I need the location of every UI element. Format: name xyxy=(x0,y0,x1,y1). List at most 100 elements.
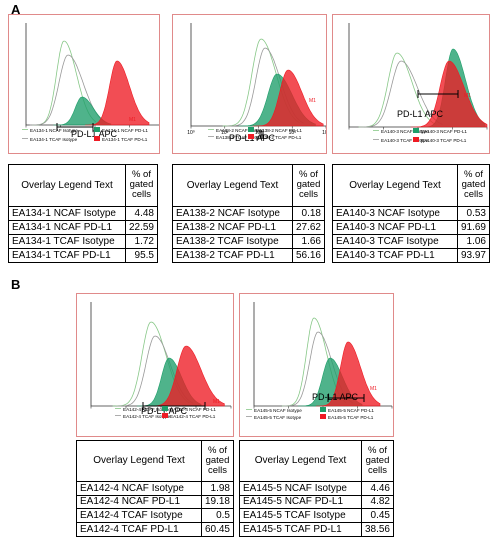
legend-swatch xyxy=(94,136,100,141)
legend-entry: EA142-4 NCAF PD-L1 xyxy=(170,407,216,412)
table-header-row: Overlay Legend Text% of gated cells xyxy=(332,164,491,207)
histogram-panel-ea145-5: M1 PD-L1 APC EA145-5 NCAF Isotype EA145-5 N… xyxy=(239,293,394,437)
legend-swatch xyxy=(413,128,419,133)
gated-cells-table-ea140-3: Overlay Legend Text% of gated cells EA140… xyxy=(332,164,491,264)
row-label: EA138-2 NCAF Isotype xyxy=(172,205,293,221)
row-label: EA134-1 NCAF PD-L1 xyxy=(8,219,126,235)
table-row: EA138-2 TCAF PD-L1 56.16 xyxy=(172,247,326,264)
x-tick-label: 10³ xyxy=(289,130,297,136)
legend-entry: EA145-5 NCAF Isotype xyxy=(254,408,302,413)
table-header-cell: Overlay Legend Text xyxy=(8,164,126,207)
row-label: EA145-5 TCAF Isotype xyxy=(239,508,362,524)
table-row: EA142-4 TCAF Isotype 0.5 xyxy=(76,508,235,524)
table-header-cell: Overlay Legend Text xyxy=(239,440,362,482)
table-row: EA145-5 NCAF Isotype 4.46 xyxy=(239,480,395,496)
row-value: 4.46 xyxy=(360,480,395,496)
legend-entry: EA138-2 TCAF Isotype xyxy=(216,135,264,140)
table-header-cell: % of gated cells xyxy=(360,440,395,482)
legend-swatch xyxy=(320,414,326,419)
legend-entry: EA145-5 NCAF PD-L1 xyxy=(328,408,374,413)
row-label: EA142-4 TCAF Isotype xyxy=(76,508,202,524)
table-row: EA145-5 TCAF PD-L1 38.56 xyxy=(239,522,395,537)
row-value: 0.45 xyxy=(360,508,395,524)
gate-label: M1 xyxy=(464,93,471,99)
legend-entry: EA145-5 TCAF Isotype xyxy=(254,415,302,420)
row-label: EA138-2 TCAF Isotype xyxy=(172,233,293,249)
row-label: EA138-2 NCAF PD-L1 xyxy=(172,219,293,235)
table-header-cell: Overlay Legend Text xyxy=(332,164,458,207)
row-label: EA145-5 NCAF Isotype xyxy=(239,480,362,496)
x-tick-label: 10⁴ xyxy=(322,130,326,136)
x-axis-label: PD-L1 APC xyxy=(71,129,118,139)
legend-entry: EA140-3 TCAF PD-L1 xyxy=(421,138,467,143)
table-row: EA138-2 NCAF Isotype 0.18 xyxy=(172,205,326,221)
histogram-svg: M1 PD-L1 APC EA145-5 NCAF Isotype EA145-5 N… xyxy=(246,302,393,420)
table-row: EA134-1 TCAF PD-L1 95.5 xyxy=(8,247,159,264)
row-value: 22.59 xyxy=(124,219,159,235)
legend-entry: EA142-4 TCAF Isotype xyxy=(123,414,171,419)
table-header-cell: % of gated cells xyxy=(291,164,326,207)
table-row: EA140-3 TCAF Isotype 1.06 xyxy=(332,233,491,249)
table-row: EA142-4 TCAF PD-L1 60.45 xyxy=(76,522,235,537)
legend-entry: EA142-4 NCAF Isotype xyxy=(123,407,171,412)
legend-entry: EA134-1 TCAF Isotype xyxy=(30,137,78,142)
table-header-cell: Overlay Legend Text xyxy=(76,440,202,482)
legend-entry: EA138-2 TCAF PD-L1 xyxy=(256,135,302,140)
legend-swatch xyxy=(320,407,326,412)
histogram-panel-ea142-4: M1 PD-L1 APC EA142-4 NCAF Isotype EA142-4 N… xyxy=(76,293,234,437)
gate-label: M1 xyxy=(370,386,377,392)
legend-entry: EA134-1 NCAF Isotype xyxy=(30,128,78,133)
x-tick-label: 10⁰ xyxy=(187,130,195,136)
table-row: EA134-1 NCAF Isotype 4.48 xyxy=(8,205,159,221)
histogram-tcaf-pdl1 xyxy=(316,341,381,407)
panel-label-b: B xyxy=(11,277,21,292)
row-value: 4.48 xyxy=(124,205,159,221)
table-row: EA142-4 NCAF Isotype 1.98 xyxy=(76,480,235,496)
histogram-tcaf-pdl1 xyxy=(252,69,324,127)
legend-swatch xyxy=(94,127,100,132)
table-row: EA145-5 TCAF Isotype 0.45 xyxy=(239,508,395,524)
histogram-tcaf-pdl1 xyxy=(147,345,225,407)
legend-swatch xyxy=(162,413,168,418)
table-row: EA140-3 TCAF PD-L1 93.97 xyxy=(332,247,491,264)
table-row: EA140-3 NCAF Isotype 0.53 xyxy=(332,205,491,221)
table-header-cell: % of gated cells xyxy=(456,164,491,207)
legend-entry: EA140-3 NCAF Isotype xyxy=(381,129,429,134)
row-value: 1.66 xyxy=(291,233,326,249)
row-value: 27.62 xyxy=(291,219,326,235)
histogram-tcaf-isotype xyxy=(359,60,443,128)
legend-swatch xyxy=(413,137,419,142)
histogram-panel-ea134-1: M1 PD-L1 APC EA134-1 NCAF Isotype EA134-1 N… xyxy=(8,14,160,154)
table-header-cell: % of gated cells xyxy=(200,440,235,482)
gated-cells-table-ea142-4: Overlay Legend Text% of gated cells EA142… xyxy=(76,440,235,537)
table-header-cell: Overlay Legend Text xyxy=(172,164,293,207)
legend-entry: EA142-4 TCAF PD-L1 xyxy=(170,414,216,419)
x-axis-label: PD-L1 APC xyxy=(397,109,444,119)
row-value: 38.56 xyxy=(360,522,395,537)
table-row: EA145-5 NCAF PD-L1 4.82 xyxy=(239,494,395,510)
table-header-cell: % of gated cells xyxy=(124,164,159,207)
row-label: EA142-4 NCAF PD-L1 xyxy=(76,494,202,510)
legend-entry: EA138-2 NCAF Isotype xyxy=(216,128,264,133)
legend-entry: EA140-3 TCAF Isotype xyxy=(381,138,429,143)
gate-label: M1 xyxy=(129,117,136,123)
gated-cells-table-ea138-2: Overlay Legend Text% of gated cells EA138… xyxy=(172,164,326,264)
legend-entry: EA134-1 NCAF PD-L1 xyxy=(102,128,148,133)
row-value: 1.98 xyxy=(200,480,235,496)
row-label: EA142-4 NCAF Isotype xyxy=(76,480,202,496)
row-label: EA140-3 TCAF Isotype xyxy=(332,233,458,249)
row-value: 1.72 xyxy=(124,233,159,249)
gated-cells-table-ea145-5: Overlay Legend Text% of gated cells EA145… xyxy=(239,440,395,537)
histogram-tcaf-pdl1 xyxy=(85,60,150,126)
row-value: 19.18 xyxy=(200,494,235,510)
legend-entry: EA145-5 TCAF PD-L1 xyxy=(328,415,374,420)
row-value: 56.16 xyxy=(291,247,326,264)
histogram-panel-ea140-3: M1 PD-L1 APC EA140-3 NCAF Isotype EA140-3 N… xyxy=(332,14,490,154)
table-header-row: Overlay Legend Text% of gated cells xyxy=(172,164,326,207)
row-label: EA134-1 TCAF PD-L1 xyxy=(8,247,126,264)
x-tick-label: 10¹ xyxy=(221,130,229,136)
row-label: EA145-5 TCAF PD-L1 xyxy=(239,522,362,537)
row-label: EA140-3 TCAF PD-L1 xyxy=(332,247,458,264)
legend-entry: EA138-2 NCAF PD-L1 xyxy=(256,128,302,133)
